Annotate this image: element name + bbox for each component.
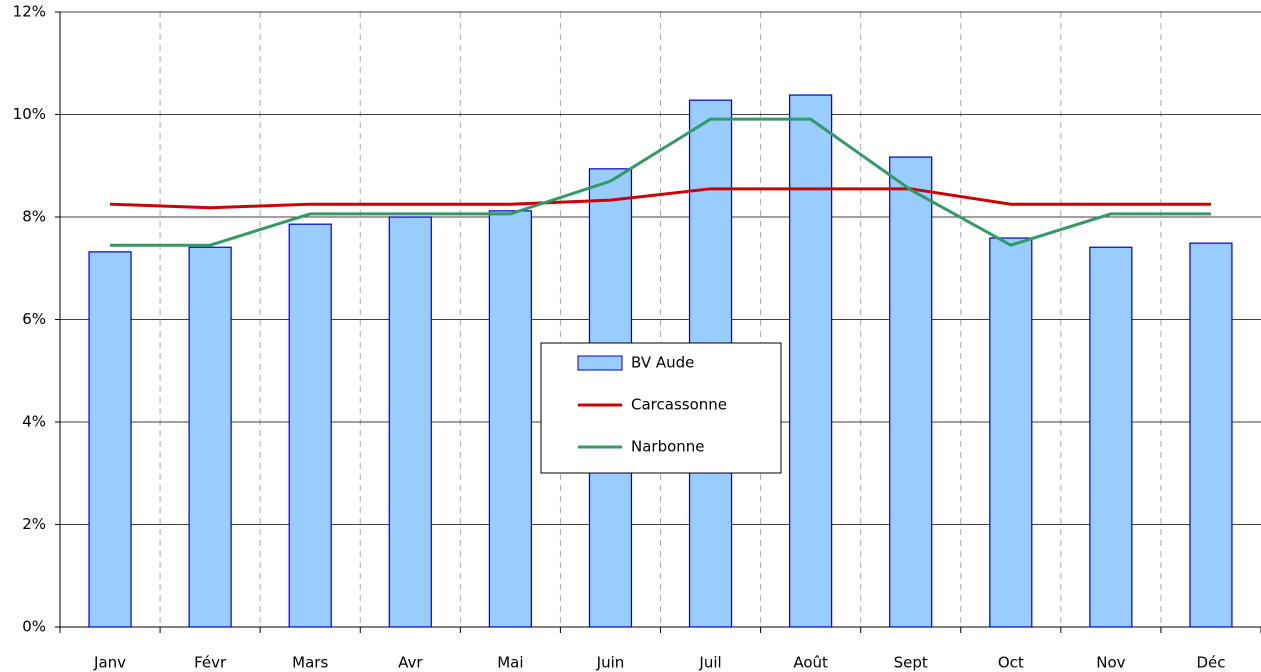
x-tick-label: Janv xyxy=(93,654,126,672)
x-tick-label: Févr xyxy=(194,654,227,672)
legend-label: Narbonne xyxy=(631,438,705,456)
bar xyxy=(388,216,432,628)
bar xyxy=(88,251,132,628)
legend-label: Carcassonne xyxy=(631,396,727,414)
line xyxy=(109,187,1211,210)
x-tick-label: Nov xyxy=(1096,654,1125,672)
x-tick-label: Déc xyxy=(1196,654,1225,672)
x-tick-label: Mars xyxy=(292,654,328,672)
legend-label: BV Aude xyxy=(631,354,694,372)
bar xyxy=(1189,242,1233,628)
x-tick-label: Avr xyxy=(398,654,423,672)
y-tick-label: 12% xyxy=(13,3,46,21)
y-tick-label: 0% xyxy=(22,618,46,636)
y-tick-label: 4% xyxy=(22,413,46,431)
bar xyxy=(989,237,1033,628)
bar xyxy=(488,210,532,628)
x-tick-label: Mai xyxy=(497,654,523,672)
y-tick-label: 2% xyxy=(22,515,46,533)
x-tick-label: Oct xyxy=(998,654,1024,672)
y-tick-label: 10% xyxy=(13,105,46,123)
bar xyxy=(889,156,933,628)
line xyxy=(110,117,1211,247)
x-tick-label: Sept xyxy=(894,654,928,672)
legend: BV Aude Carcassonne Narbonne xyxy=(540,342,782,474)
x-tick-label: Juil xyxy=(698,654,721,672)
y-tick-label: 8% xyxy=(22,208,46,226)
legend-swatch xyxy=(577,355,623,371)
bar xyxy=(1089,246,1133,628)
bar xyxy=(288,223,332,628)
x-tick-label: Juin xyxy=(596,654,625,672)
bar xyxy=(188,246,232,628)
y-tick-label: 6% xyxy=(22,310,46,328)
bar xyxy=(789,94,833,628)
x-tick-label: Août xyxy=(793,654,828,672)
